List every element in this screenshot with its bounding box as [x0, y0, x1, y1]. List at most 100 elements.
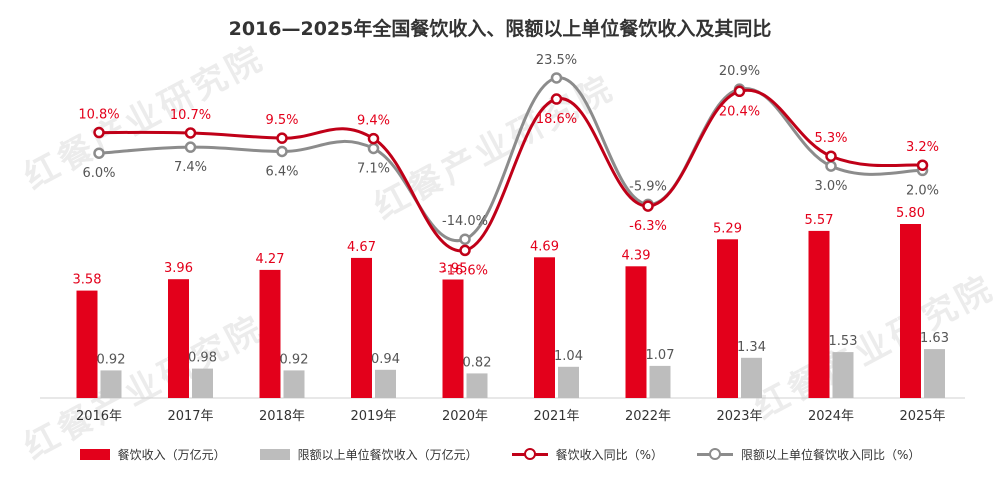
bar-label-main: 5.80 — [896, 206, 925, 221]
x-tick-label: 2022年 — [625, 409, 671, 424]
line-label-sub: 7.4% — [174, 160, 207, 175]
line-label-sub: -14.0% — [442, 214, 488, 229]
bar-label-main: 3.95 — [439, 262, 468, 277]
line-point-main — [642, 200, 654, 212]
bar-main — [351, 257, 372, 398]
bar-label-sub: 1.53 — [829, 334, 858, 349]
bar-label-main: 3.58 — [73, 273, 102, 288]
line-main — [98, 88, 923, 253]
bar-main — [625, 266, 647, 398]
line-point-sub — [550, 72, 563, 84]
legend-label-line-main: 餐饮收入同比（%） — [555, 447, 664, 462]
bar-label-main: 5.29 — [713, 221, 742, 236]
bar-label-sub: 0.82 — [463, 355, 492, 370]
bar-label-main: 3.96 — [164, 261, 193, 276]
line-label-main: 5.3% — [814, 131, 847, 146]
legend-label-line-sub: 限额以上单位餐饮收入同比（%） — [741, 447, 921, 462]
bar-label-sub: 1.34 — [737, 340, 766, 355]
legend: 餐饮收入（万亿元） 限额以上单位餐饮收入（万亿元） 餐饮收入同比（%） 限额以上… — [0, 441, 1000, 467]
line-label-sub: 2.0% — [906, 183, 939, 198]
x-tick-label: 2019年 — [350, 409, 396, 424]
line-label-main: 3.2% — [906, 140, 939, 155]
line-point-main — [916, 159, 929, 171]
bar-sub — [558, 366, 579, 398]
bar-label-sub: 1.63 — [920, 331, 949, 346]
x-tick-label: 2018年 — [259, 409, 305, 424]
line-point-main — [459, 244, 471, 257]
line-label-sub: 7.1% — [357, 161, 390, 176]
bar-label-main: 5.57 — [805, 213, 834, 228]
x-tick-label: 2021年 — [533, 409, 579, 424]
bar-sub — [283, 370, 305, 398]
line-point-sub — [93, 147, 105, 159]
x-tick-label: 2017年 — [167, 409, 213, 424]
chart-title: 2016—2025年全国餐饮收入、限额以上单位餐饮收入及其同比 — [228, 18, 772, 40]
line-point-sub — [459, 233, 471, 245]
x-tick-label: 2023年 — [716, 409, 762, 424]
line-label-sub: 23.5% — [536, 53, 577, 68]
legend-swatch-line-main — [511, 448, 548, 460]
line-label-main: 18.6% — [536, 112, 577, 127]
bar-label-main: 4.67 — [347, 240, 376, 255]
bar-main — [900, 224, 921, 398]
line-sub — [98, 76, 923, 243]
bar-sub — [832, 352, 854, 398]
line-point-sub — [367, 142, 380, 155]
bar-sub — [375, 369, 396, 398]
bar-label-sub: 0.92 — [97, 352, 126, 367]
bar-sub — [924, 349, 945, 398]
line-point-main — [733, 85, 746, 98]
line-label-sub: -5.9% — [629, 179, 667, 194]
bar-label-sub: 0.98 — [188, 351, 217, 366]
line-label-sub: 6.0% — [82, 166, 115, 181]
line-label-main: 10.7% — [170, 108, 211, 123]
bar-main — [808, 230, 830, 398]
bar-label-sub: 1.07 — [646, 348, 675, 363]
bar-label-main: 4.39 — [622, 248, 651, 263]
line-label-main: -6.3% — [629, 219, 667, 234]
line-label-main: 9.5% — [265, 113, 298, 128]
legend-item-bar-main: 餐饮收入（万亿元） — [79, 446, 226, 463]
x-tick-label: 2020年 — [442, 409, 488, 424]
bar-sub — [741, 357, 762, 398]
line-label-sub: 6.4% — [265, 164, 298, 179]
line-point-main — [367, 132, 380, 145]
legend-swatch-line-sub — [697, 448, 734, 460]
legend-item-line-main: 餐饮收入同比（%） — [511, 446, 664, 463]
line-point-sub — [276, 145, 288, 158]
bar-main — [259, 269, 281, 398]
legend-item-line-sub: 限额以上单位餐饮收入同比（%） — [697, 446, 920, 463]
line-label-main: 20.4% — [719, 104, 760, 119]
line-point-main — [276, 132, 288, 144]
bar-sub — [100, 370, 122, 398]
legend-swatch-bar-sub — [259, 448, 290, 460]
line-point-main — [184, 127, 197, 139]
bar-sub — [192, 368, 213, 398]
line-point-main — [550, 93, 563, 105]
bar-sub — [649, 365, 671, 398]
x-tick-label: 2016年 — [76, 409, 122, 424]
bar-main — [717, 239, 738, 398]
bar-label-sub: 1.04 — [554, 349, 583, 364]
legend-label-bar-sub: 限额以上单位餐饮收入（万亿元） — [297, 447, 478, 462]
bar-main — [534, 257, 555, 398]
bar-label-sub: 0.94 — [371, 352, 400, 367]
bar-label-main: 4.27 — [256, 252, 285, 267]
line-point-sub — [184, 141, 197, 153]
line-label-sub: 3.0% — [814, 179, 847, 194]
bar-label-sub: 0.92 — [280, 352, 309, 367]
chart-plot: 3.58 3.96 4.27 4.67 3.95 4.69 4.39 5.29 5.57 5.80… — [40, 53, 965, 424]
x-tick-label: 2024年 — [808, 409, 854, 424]
line-label-main: -16.6% — [442, 263, 488, 278]
bar-main — [442, 279, 464, 398]
line-label-main: 9.4% — [357, 114, 390, 129]
line-point-sub — [825, 160, 837, 172]
legend-item-bar-sub: 限额以上单位餐饮收入（万亿元） — [259, 446, 478, 463]
legend-label-bar-main: 餐饮收入（万亿元） — [117, 447, 226, 462]
bar-main — [76, 290, 98, 398]
line-point-main — [93, 126, 105, 139]
bar-sub — [466, 373, 488, 398]
x-tick-label: 2025年 — [899, 409, 945, 424]
line-point-main — [825, 150, 837, 162]
line-label-main: 10.8% — [78, 108, 119, 123]
